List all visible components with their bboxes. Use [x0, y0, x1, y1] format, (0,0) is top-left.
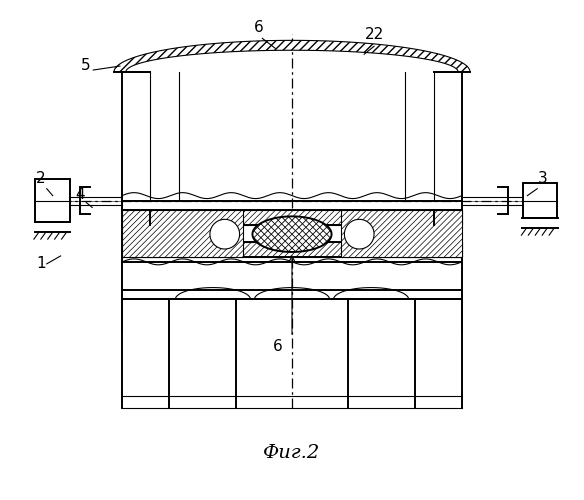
Polygon shape	[342, 210, 462, 257]
Text: 6: 6	[273, 339, 283, 354]
Polygon shape	[252, 216, 332, 252]
Polygon shape	[122, 210, 462, 226]
Text: 4: 4	[75, 186, 85, 202]
Polygon shape	[210, 220, 239, 249]
Polygon shape	[114, 40, 470, 72]
Bar	[35, 179, 71, 222]
Polygon shape	[345, 220, 374, 249]
Text: Фиг.2: Фиг.2	[263, 444, 321, 462]
Text: 1: 1	[36, 256, 46, 271]
Text: 3: 3	[538, 171, 548, 186]
Text: 5: 5	[81, 58, 90, 73]
Polygon shape	[122, 242, 462, 257]
Bar	[523, 183, 557, 218]
Text: 6: 6	[253, 20, 263, 36]
Polygon shape	[122, 210, 242, 257]
Text: 22: 22	[364, 28, 384, 42]
Text: 2: 2	[36, 171, 46, 186]
